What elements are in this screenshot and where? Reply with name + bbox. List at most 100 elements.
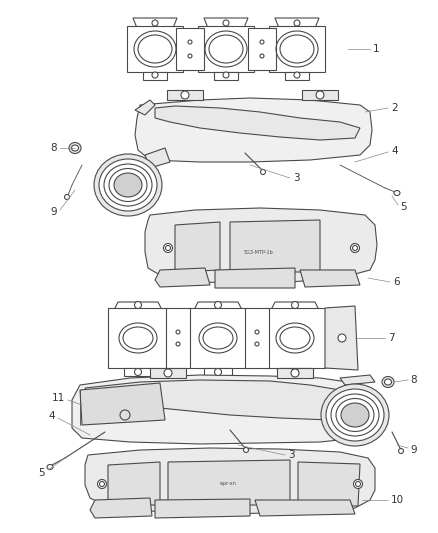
Text: 11: 11 bbox=[52, 393, 65, 403]
Ellipse shape bbox=[276, 323, 314, 353]
Polygon shape bbox=[108, 462, 160, 505]
Ellipse shape bbox=[353, 480, 363, 489]
Ellipse shape bbox=[255, 330, 259, 334]
Text: 10: 10 bbox=[391, 495, 404, 505]
Text: 2: 2 bbox=[391, 103, 398, 113]
Polygon shape bbox=[281, 368, 309, 376]
Ellipse shape bbox=[223, 72, 229, 78]
Ellipse shape bbox=[188, 40, 192, 44]
Ellipse shape bbox=[134, 368, 141, 376]
Ellipse shape bbox=[385, 379, 392, 385]
Ellipse shape bbox=[338, 334, 346, 342]
Polygon shape bbox=[135, 100, 155, 115]
Text: 9: 9 bbox=[410, 445, 417, 455]
Polygon shape bbox=[175, 222, 220, 272]
Ellipse shape bbox=[215, 368, 222, 376]
Ellipse shape bbox=[163, 244, 173, 253]
Ellipse shape bbox=[69, 142, 81, 154]
Ellipse shape bbox=[294, 20, 300, 26]
Text: 8: 8 bbox=[410, 375, 417, 385]
Ellipse shape bbox=[94, 154, 162, 216]
Ellipse shape bbox=[181, 91, 189, 99]
Polygon shape bbox=[133, 18, 177, 28]
Polygon shape bbox=[298, 462, 360, 506]
Ellipse shape bbox=[399, 448, 403, 454]
Polygon shape bbox=[275, 18, 319, 28]
Polygon shape bbox=[245, 308, 269, 368]
Polygon shape bbox=[204, 368, 232, 376]
Ellipse shape bbox=[114, 173, 142, 197]
Polygon shape bbox=[143, 72, 167, 80]
Ellipse shape bbox=[260, 54, 264, 58]
Polygon shape bbox=[145, 148, 170, 168]
Polygon shape bbox=[127, 26, 183, 72]
Text: 5: 5 bbox=[400, 202, 406, 212]
Polygon shape bbox=[300, 270, 360, 287]
Ellipse shape bbox=[291, 369, 299, 377]
Ellipse shape bbox=[294, 72, 300, 78]
Ellipse shape bbox=[261, 169, 265, 174]
Polygon shape bbox=[90, 498, 152, 518]
Polygon shape bbox=[167, 90, 203, 100]
Polygon shape bbox=[176, 28, 204, 70]
Polygon shape bbox=[150, 368, 186, 378]
Polygon shape bbox=[72, 375, 370, 444]
Ellipse shape bbox=[394, 190, 400, 196]
Ellipse shape bbox=[152, 20, 158, 26]
Ellipse shape bbox=[316, 91, 324, 99]
Polygon shape bbox=[198, 26, 254, 72]
Ellipse shape bbox=[47, 464, 53, 470]
Text: 3: 3 bbox=[293, 173, 300, 183]
Ellipse shape bbox=[244, 448, 248, 453]
Ellipse shape bbox=[64, 195, 70, 199]
Polygon shape bbox=[194, 302, 242, 310]
Polygon shape bbox=[248, 28, 276, 70]
Text: 7: 7 bbox=[388, 333, 395, 343]
Polygon shape bbox=[114, 302, 162, 310]
Text: 6: 6 bbox=[393, 277, 399, 287]
Polygon shape bbox=[325, 306, 358, 370]
Text: 8: 8 bbox=[50, 143, 57, 153]
Ellipse shape bbox=[71, 145, 78, 151]
Polygon shape bbox=[215, 268, 295, 288]
Ellipse shape bbox=[119, 323, 157, 353]
Text: 9: 9 bbox=[50, 207, 57, 217]
Polygon shape bbox=[230, 220, 320, 272]
Ellipse shape bbox=[176, 342, 180, 346]
Ellipse shape bbox=[260, 40, 264, 44]
Polygon shape bbox=[85, 448, 375, 514]
Ellipse shape bbox=[176, 330, 180, 334]
Text: wpr-xn: wpr-xn bbox=[219, 481, 237, 487]
Text: 5G3-MTP-1b: 5G3-MTP-1b bbox=[243, 249, 273, 254]
Ellipse shape bbox=[280, 35, 314, 63]
Ellipse shape bbox=[326, 389, 384, 441]
Polygon shape bbox=[302, 90, 338, 100]
Ellipse shape bbox=[255, 342, 259, 346]
Polygon shape bbox=[145, 208, 377, 283]
Ellipse shape bbox=[292, 368, 299, 376]
Polygon shape bbox=[155, 499, 250, 518]
Polygon shape bbox=[124, 368, 152, 376]
Text: 3: 3 bbox=[288, 450, 295, 460]
Text: 4: 4 bbox=[391, 146, 398, 156]
Ellipse shape bbox=[382, 376, 394, 387]
Polygon shape bbox=[108, 308, 168, 368]
Ellipse shape bbox=[152, 72, 158, 78]
Ellipse shape bbox=[341, 403, 369, 427]
Polygon shape bbox=[188, 308, 248, 368]
Polygon shape bbox=[340, 375, 375, 385]
Ellipse shape bbox=[292, 302, 299, 309]
Polygon shape bbox=[214, 72, 238, 80]
Polygon shape bbox=[285, 72, 309, 80]
Polygon shape bbox=[80, 383, 165, 425]
Polygon shape bbox=[155, 268, 210, 287]
Polygon shape bbox=[269, 26, 325, 72]
Polygon shape bbox=[166, 308, 190, 368]
Polygon shape bbox=[255, 500, 355, 516]
Text: 5: 5 bbox=[39, 468, 45, 478]
Text: 1: 1 bbox=[373, 44, 380, 54]
Ellipse shape bbox=[223, 20, 229, 26]
Ellipse shape bbox=[350, 244, 360, 253]
Polygon shape bbox=[135, 98, 372, 162]
Ellipse shape bbox=[215, 302, 222, 309]
